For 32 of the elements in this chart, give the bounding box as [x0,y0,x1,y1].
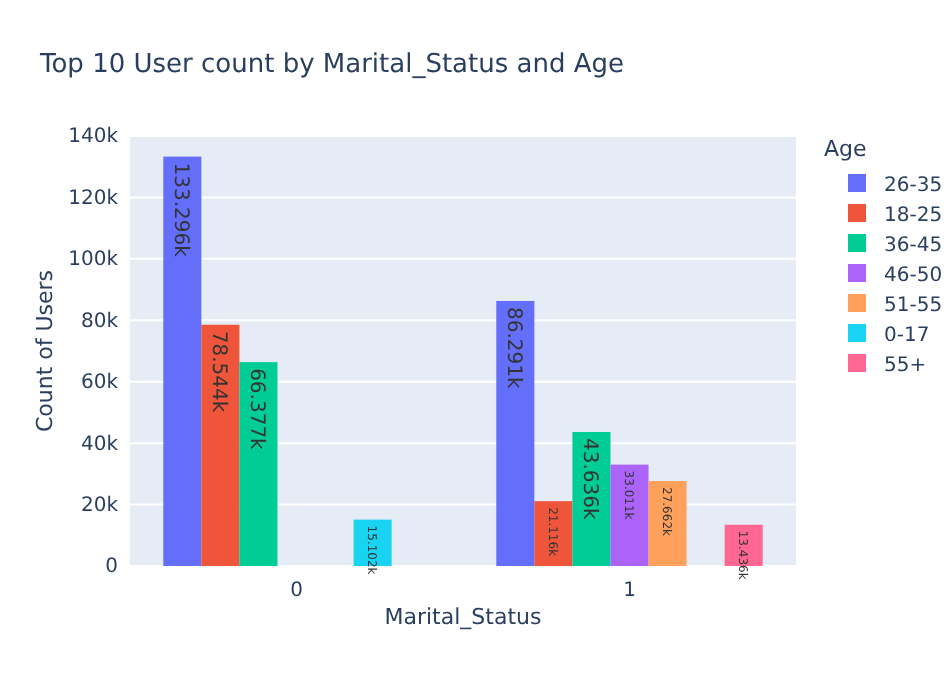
y-tick-label: 0 [105,556,118,579]
legend-label: 26-35 [884,175,943,197]
legend-label: 51-55 [884,295,943,317]
bar [648,481,687,566]
bar [201,324,240,566]
legend-label: 46-50 [884,265,943,287]
bar [610,464,649,566]
y-tick-label: 140k [68,126,119,149]
y-tick-label: 120k [68,187,119,210]
chart-title: Top 10 User count by Marital_Status and Age [38,50,624,80]
legend-label: 0-17 [884,325,930,347]
data-label: 78.544k [207,330,230,413]
legend-label: 18-25 [884,205,943,227]
legend-title: Age [824,136,868,162]
data-label: 43.636k [578,437,601,520]
x-tick-label: 1 [623,580,636,603]
bar [239,362,278,566]
data-label: 133.296k [169,162,192,258]
y-tick-label: 100k [68,249,119,272]
y-axis-title: Count of Users [32,269,58,433]
y-tick-label: 40k [80,433,119,456]
bar [163,156,202,566]
data-label: 86.291k [502,306,525,389]
legend-label: 36-45 [884,235,943,257]
bar [534,501,573,566]
y-tick-label: 80k [80,310,119,333]
bar [496,300,535,566]
y-tick-label: 60k [80,372,119,395]
y-tick-label: 20k [80,494,119,517]
data-label: 66.377k [245,368,268,451]
legend-label: 55+ [884,355,927,377]
x-axis-title: Marital_Status [384,604,542,630]
